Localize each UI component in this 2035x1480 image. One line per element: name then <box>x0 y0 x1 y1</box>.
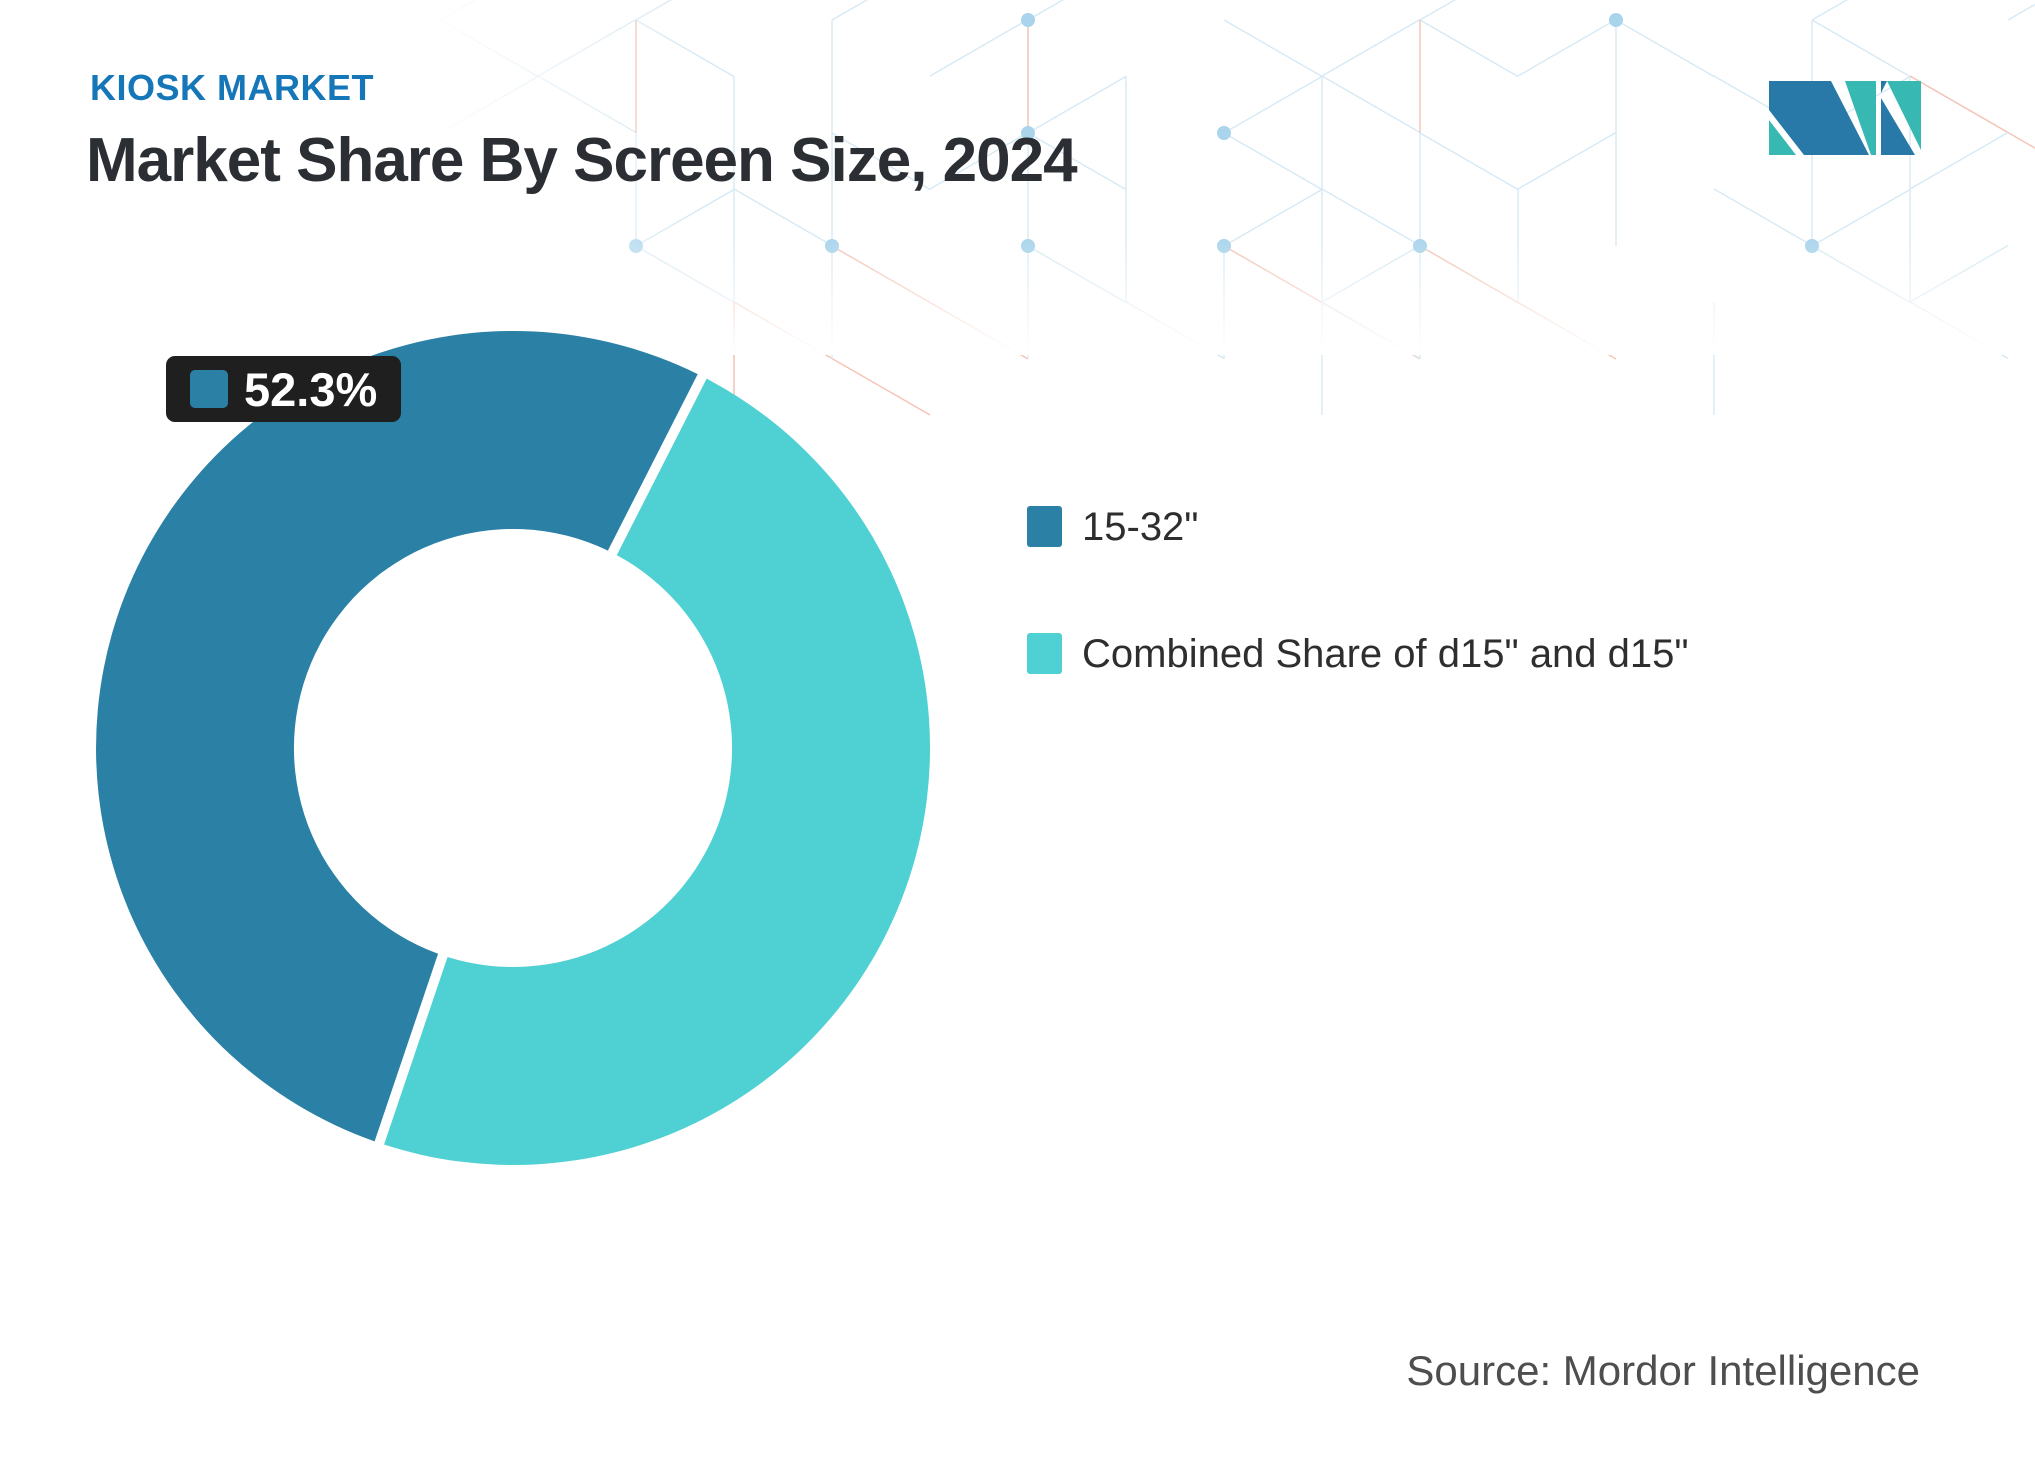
donut-slice-0[interactable] <box>96 331 698 1142</box>
logo-mark <box>1769 81 1921 155</box>
source-attribution: Source: Mordor Intelligence <box>1406 1347 1920 1394</box>
legend-item-15-32[interactable]: 15-32" <box>1027 506 1689 547</box>
report-eyebrow: KIOSK MARKET <box>90 67 374 108</box>
chart-title: Market Share By Screen Size, 2024 <box>86 126 1078 195</box>
legend-label: 15-32" <box>1082 504 1199 549</box>
donut-slice-1[interactable] <box>384 378 930 1165</box>
legend-label: Combined Share of d15" and d15" <box>1082 631 1689 676</box>
legend-swatch-combined-share <box>1027 633 1062 674</box>
mordor-intelligence-logo <box>1769 81 1921 155</box>
donut-chart <box>96 331 930 1165</box>
chart-legend: 15-32" Combined Share of d15" and d15" <box>1027 506 1689 760</box>
pattern-fade-bottom <box>0 235 2035 355</box>
legend-item-combined-share[interactable]: Combined Share of d15" and d15" <box>1027 633 1689 674</box>
data-label-value: 52.3% <box>244 362 378 416</box>
data-label-swatch <box>190 370 228 408</box>
data-label-52-3: 52.3% <box>166 356 402 422</box>
legend-swatch-15-32 <box>1027 506 1062 547</box>
